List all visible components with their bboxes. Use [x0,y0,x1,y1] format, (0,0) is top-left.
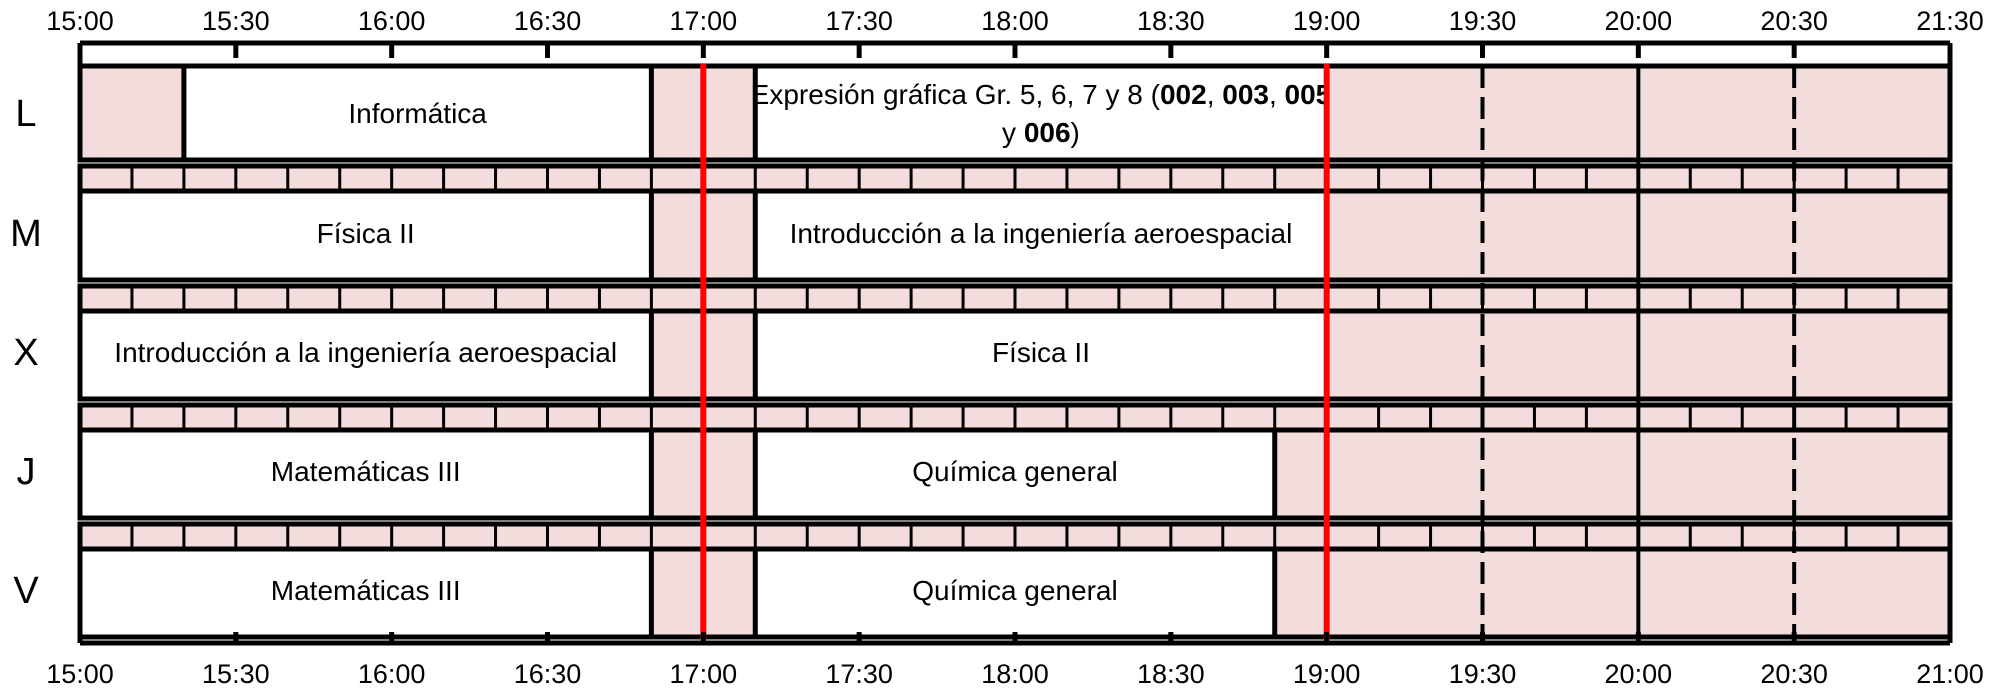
tick-label: 17:30 [825,6,893,36]
time-axes: 15:00 15:30 16:00 16:30 17:00 17:30 18:00 18:30… [46,6,1984,689]
day-label: J [17,451,36,493]
day-label: V [13,570,39,612]
top-axis: 15:00 15:30 16:00 16:30 17:00 17:30 18:00 18:30… [46,6,1984,66]
class-block [755,186,1327,280]
tick-label: 20:00 [1605,659,1673,689]
tick-label: 17:30 [825,659,893,689]
tick-label: 20:30 [1760,659,1828,689]
class-block [80,186,652,280]
tick-label: 18:00 [981,659,1049,689]
course-name: Química general [912,575,1117,606]
day-row-x: X Introducción a la ingeniería aeroespaci… [13,302,1953,402]
course-name-part: Expresión gráfica Gr. 5, 6, 7 y 8 ( [751,79,1161,110]
tick-label: 16:30 [514,6,582,36]
break-strip [77,521,1953,552]
tick-label: 17:00 [670,659,738,689]
course-name: Informática [348,98,487,129]
bottom-axis: 15:00 15:30 16:00 16:30 17:00 17:30 18:00 18:30… [46,632,1984,689]
course-name-part: ) [1071,117,1080,148]
class-block [755,305,1327,399]
course-name-part: Física II [992,337,1090,368]
course-name: Matemáticas III [271,575,461,606]
day-label: M [10,213,42,255]
free-slot [1274,424,1950,518]
tick-label: 19:30 [1449,659,1517,689]
day-label: L [15,93,36,135]
class-block [80,543,652,637]
day-row-j: J Matemáticas III Química general [17,421,1953,521]
class-block [80,305,652,399]
course-name: Introducción a la ingeniería aeroespacia… [790,218,1293,249]
course-name: Introducción a la ingeniería aeroespacia… [114,337,617,368]
course-name-part: y [1002,117,1024,148]
course-name-part: 006 [1024,117,1071,148]
tick-label: 15:30 [202,659,270,689]
course-name: Expresión gráfica Gr. 5, 6, 7 y 8 (002, … [751,79,1332,110]
day-row-l: L Informática Expresión gráfica Gr. 5, 6, … [15,63,1953,163]
break-strip [77,163,1953,194]
tick-label: 19:00 [1293,6,1361,36]
class-block [183,66,652,160]
tick-label: 20:00 [1605,6,1673,36]
class-block [755,543,1275,637]
course-name: Física II [992,337,1090,368]
day-label: X [13,332,38,374]
tick-label: 18:30 [1137,6,1205,36]
tick-label: 18:30 [1137,659,1205,689]
class-block [755,424,1275,518]
course-name-part: Introducción a la ingeniería aeroespacia… [790,218,1293,249]
day-row-m: M Física II Introducción a la ingeniería a… [10,183,1953,283]
tick-label: 21:30 [1916,6,1984,36]
tick-label: 16:00 [358,6,426,36]
free-slot [1274,543,1950,637]
tick-label: 17:00 [670,6,738,36]
tick-label: 16:00 [358,659,426,689]
break-strip [77,283,1953,314]
tick-label: 19:00 [1293,659,1361,689]
course-name-part: 002 [1160,79,1207,110]
course-name-part: Física II [317,218,415,249]
course-name: y 006) [1002,117,1080,148]
tick-label: 15:00 [46,659,114,689]
course-name-part: , [1269,79,1285,110]
free-slot [80,66,184,160]
course-name-part: 003 [1222,79,1269,110]
break-strip [77,402,1953,433]
course-name-part: Matemáticas III [271,575,461,606]
course-name: Física II [317,218,415,249]
tick-label: 21:00 [1916,659,1984,689]
course-name: Química general [912,456,1117,487]
day-row-v: V Matemáticas III Química general [13,540,1953,640]
time-gridlines [700,64,1797,639]
course-name: Matemáticas III [271,456,461,487]
course-name-part: Matemáticas III [271,456,461,487]
tick-label: 16:30 [514,659,582,689]
course-name-part: 005 [1285,79,1332,110]
tick-label: 19:30 [1449,6,1517,36]
tick-label: 15:00 [46,6,114,36]
course-name-part: Química general [912,575,1117,606]
course-name-part: Introducción a la ingeniería aeroespacia… [114,337,617,368]
class-block [755,66,1327,160]
course-name-part: Química general [912,456,1117,487]
class-block [80,424,652,518]
course-name-part: Informática [348,98,487,129]
tick-label: 18:00 [981,6,1049,36]
course-name-part: , [1207,79,1223,110]
tick-label: 15:30 [202,6,270,36]
tick-label: 20:30 [1760,6,1828,36]
day-row-border [77,63,1953,163]
